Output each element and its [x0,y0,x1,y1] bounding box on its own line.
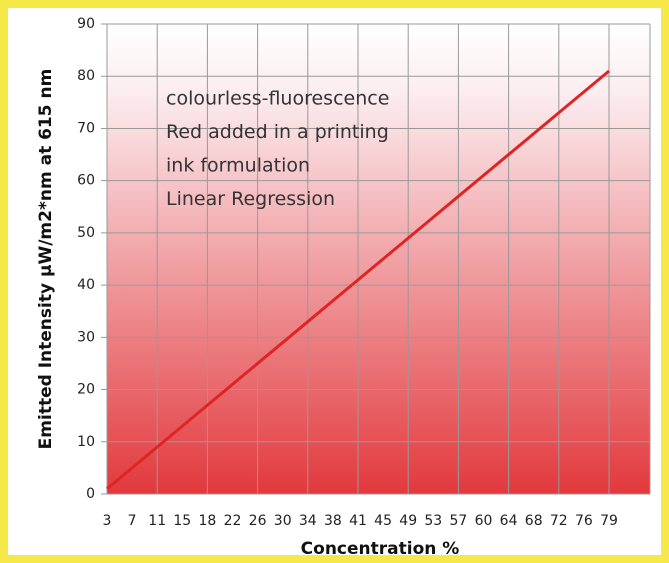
y-axis-title: Emitted Intensity µW/m2*nm at 615 nm [36,69,56,450]
data-line [106,69,610,490]
x-tick-label: 79 [600,513,618,529]
y-tick-label: 90 [77,16,95,32]
y-tick-label: 60 [77,173,95,189]
x-tick-label: 72 [550,513,568,529]
x-tick-label: 76 [575,513,593,529]
x-tick-label: 45 [374,513,392,529]
y-tick-label: 30 [77,329,95,345]
y-tick-label: 0 [86,486,95,502]
y-tick-label: 80 [77,68,95,84]
x-tick-label: 34 [299,513,317,529]
x-tick-label: 26 [249,513,267,529]
annotation: ink formulation [166,155,310,177]
y-tick-label: 10 [77,434,95,450]
x-tick-label: 68 [525,513,543,529]
x-tick-label: 30 [274,513,292,529]
plot-area [107,24,650,494]
x-tick-label: 22 [224,513,242,529]
x-tick-label: 11 [148,513,166,529]
x-tick-label: 53 [424,513,442,529]
x-tick-label: 41 [349,513,367,529]
x-tick-label: 38 [324,513,342,529]
y-tick-label: 50 [77,225,95,241]
y-tick-label: 70 [77,120,95,136]
x-axis-title: Concentration % [301,539,460,559]
x-tick-label: 7 [128,513,137,529]
x-tick-label: 15 [173,513,191,529]
annotation: Linear Regression [166,188,335,210]
x-tick-label: 3 [103,513,112,529]
annotation: Red added in a printing [166,121,389,143]
y-tick-label: 20 [77,382,95,398]
x-tick-label: 60 [475,513,493,529]
annotation: colourless-fluorescence [166,88,389,110]
x-tick-label: 64 [500,513,518,529]
x-tick-label: 57 [449,513,467,529]
x-tick-label: 18 [198,513,216,529]
x-tick-label: 49 [399,513,417,529]
y-tick-label: 40 [77,277,95,293]
